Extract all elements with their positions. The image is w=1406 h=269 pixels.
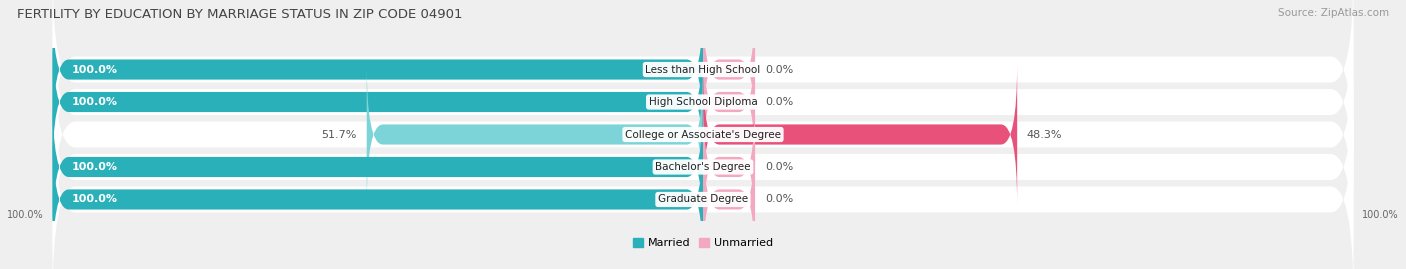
Text: College or Associate's Degree: College or Associate's Degree xyxy=(626,129,780,140)
FancyBboxPatch shape xyxy=(52,31,703,173)
FancyBboxPatch shape xyxy=(52,0,703,141)
FancyBboxPatch shape xyxy=(52,128,703,269)
Text: 100.0%: 100.0% xyxy=(7,210,44,220)
FancyBboxPatch shape xyxy=(703,96,755,238)
Text: 0.0%: 0.0% xyxy=(765,162,793,172)
FancyBboxPatch shape xyxy=(703,63,1017,206)
FancyBboxPatch shape xyxy=(367,63,703,206)
FancyBboxPatch shape xyxy=(703,128,755,269)
FancyBboxPatch shape xyxy=(52,96,703,238)
FancyBboxPatch shape xyxy=(703,0,755,141)
Text: Source: ZipAtlas.com: Source: ZipAtlas.com xyxy=(1278,8,1389,18)
Text: 100.0%: 100.0% xyxy=(72,194,118,204)
Text: 51.7%: 51.7% xyxy=(322,129,357,140)
Text: High School Diploma: High School Diploma xyxy=(648,97,758,107)
Text: 0.0%: 0.0% xyxy=(765,194,793,204)
Text: 100.0%: 100.0% xyxy=(72,65,118,75)
Text: Less than High School: Less than High School xyxy=(645,65,761,75)
Text: 100.0%: 100.0% xyxy=(1362,210,1399,220)
FancyBboxPatch shape xyxy=(52,99,1354,269)
Text: FERTILITY BY EDUCATION BY MARRIAGE STATUS IN ZIP CODE 04901: FERTILITY BY EDUCATION BY MARRIAGE STATU… xyxy=(17,8,463,21)
Legend: Married, Unmarried: Married, Unmarried xyxy=(628,233,778,253)
Text: 48.3%: 48.3% xyxy=(1026,129,1063,140)
Text: 100.0%: 100.0% xyxy=(72,162,118,172)
Text: 100.0%: 100.0% xyxy=(72,97,118,107)
FancyBboxPatch shape xyxy=(703,31,755,173)
FancyBboxPatch shape xyxy=(52,1,1354,203)
FancyBboxPatch shape xyxy=(52,0,1354,170)
FancyBboxPatch shape xyxy=(52,34,1354,235)
Text: 0.0%: 0.0% xyxy=(765,65,793,75)
Text: Graduate Degree: Graduate Degree xyxy=(658,194,748,204)
Text: 0.0%: 0.0% xyxy=(765,97,793,107)
Text: Bachelor's Degree: Bachelor's Degree xyxy=(655,162,751,172)
FancyBboxPatch shape xyxy=(52,66,1354,268)
